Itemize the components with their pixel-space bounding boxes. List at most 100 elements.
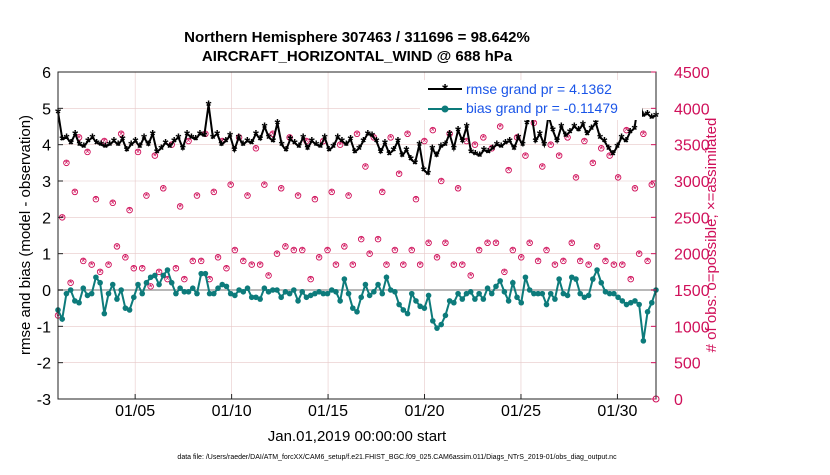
bias-point bbox=[379, 290, 386, 297]
rmse-point: * bbox=[365, 127, 371, 144]
bias-point bbox=[446, 298, 453, 304]
obs-assimilated-marker: * bbox=[140, 264, 145, 276]
bias-point bbox=[636, 301, 642, 308]
obs-assimilated-marker: * bbox=[309, 275, 314, 287]
legend-rmse-marker: * bbox=[442, 81, 448, 98]
bias-point bbox=[404, 310, 411, 317]
bias-point bbox=[118, 287, 124, 293]
bias-point bbox=[274, 287, 280, 293]
bias-point bbox=[564, 292, 571, 299]
obs-assimilated-marker: * bbox=[549, 140, 554, 152]
bias-point bbox=[160, 272, 167, 279]
obs-assimilated-marker: * bbox=[469, 271, 474, 283]
obs-possible-marker bbox=[151, 152, 159, 159]
obs-possible-marker bbox=[311, 195, 319, 203]
bias-point bbox=[131, 294, 137, 301]
y-right-tick-label: 1000 bbox=[674, 319, 710, 336]
rmse-point: * bbox=[472, 147, 478, 164]
obs-assimilated-marker: * bbox=[292, 246, 297, 258]
rmse-point: * bbox=[141, 130, 147, 147]
bias-point bbox=[611, 290, 617, 297]
rmse-point: * bbox=[193, 132, 199, 149]
rmse-point: * bbox=[219, 138, 225, 155]
rmse-point: * bbox=[322, 130, 328, 147]
obs-possible-marker bbox=[631, 185, 639, 192]
obs-possible-marker bbox=[425, 239, 432, 247]
obs-possible-marker bbox=[644, 257, 651, 265]
rmse-point: * bbox=[102, 139, 108, 156]
bias-point bbox=[594, 267, 600, 273]
rmse-point: * bbox=[623, 134, 629, 151]
bias-point bbox=[362, 281, 369, 288]
obs-possible-marker bbox=[450, 261, 458, 268]
obs-possible-marker bbox=[627, 275, 634, 283]
rmse-series: ****************************************… bbox=[55, 92, 659, 183]
obs-assimilated-marker: * bbox=[557, 151, 562, 163]
bias-point bbox=[535, 290, 541, 297]
bias-point bbox=[286, 290, 293, 297]
obs-possible-marker bbox=[459, 261, 466, 268]
obs-assimilated-marker: * bbox=[132, 264, 137, 276]
y-left-tick-label: 2 bbox=[42, 210, 51, 227]
obs-possible-marker bbox=[84, 148, 91, 156]
bias-point bbox=[80, 285, 87, 291]
bias-point bbox=[143, 279, 150, 286]
legend-bias-marker bbox=[441, 105, 449, 113]
obs-possible-marker bbox=[172, 264, 180, 272]
rmse-point: * bbox=[640, 109, 646, 126]
bias-point bbox=[261, 285, 268, 291]
obs-assimilated-marker: * bbox=[334, 260, 339, 272]
rmse-point: * bbox=[511, 141, 517, 158]
obs-assimilated-marker: * bbox=[127, 206, 132, 218]
y-left-tick-label: 0 bbox=[42, 283, 51, 300]
obs-possible-marker bbox=[235, 134, 243, 141]
bias-point bbox=[349, 305, 356, 311]
obs-assimilated-marker: * bbox=[481, 133, 486, 145]
obs-possible-marker bbox=[214, 254, 222, 261]
obs-possible-marker bbox=[433, 254, 441, 261]
rmse-point: * bbox=[163, 136, 169, 153]
obs-assimilated-marker: * bbox=[170, 140, 175, 152]
obs-possible-marker bbox=[454, 185, 462, 192]
obs-possible-marker bbox=[248, 261, 255, 268]
obs-assimilated-marker: * bbox=[603, 256, 608, 268]
obs-possible-marker bbox=[522, 152, 529, 159]
rmse-point: * bbox=[429, 141, 435, 158]
obs-assimilated-marker: * bbox=[431, 126, 436, 138]
obs-assimilated-marker: * bbox=[582, 137, 587, 149]
rmse-point: * bbox=[231, 143, 237, 160]
obs-possible-marker bbox=[80, 257, 87, 265]
rmse-point: * bbox=[537, 127, 543, 144]
obs-possible-marker bbox=[480, 134, 487, 141]
obs-possible-marker bbox=[576, 257, 584, 265]
obs-assimilated-marker: * bbox=[313, 195, 318, 207]
obs-assimilated-marker: * bbox=[317, 253, 322, 265]
bias-point bbox=[295, 298, 301, 304]
obs-possible-marker bbox=[496, 123, 504, 130]
obs-assimilated-marker: * bbox=[439, 177, 444, 189]
obs-possible-marker bbox=[505, 166, 512, 174]
bias-point bbox=[514, 294, 520, 301]
obs-assimilated-marker: * bbox=[578, 256, 583, 268]
obs-assimilated-marker: * bbox=[85, 147, 90, 159]
obs-possible-marker bbox=[610, 261, 618, 268]
bias-point bbox=[105, 290, 112, 297]
obs-assimilated-marker: * bbox=[161, 184, 166, 196]
rmse-point: * bbox=[649, 110, 655, 127]
bias-point bbox=[387, 287, 394, 293]
grid bbox=[58, 72, 656, 399]
y-left-tick-label: -1 bbox=[37, 319, 51, 336]
obs-assimilated-marker: * bbox=[342, 242, 347, 254]
obs-assimilated-marker: * bbox=[506, 166, 511, 178]
rmse-point: * bbox=[188, 130, 194, 147]
rmse-point: * bbox=[494, 138, 500, 155]
obs-assimilated-marker: * bbox=[144, 191, 149, 203]
obs-possible-marker bbox=[383, 261, 390, 268]
rmse-point: * bbox=[606, 141, 612, 158]
plot-area bbox=[58, 72, 656, 399]
bias-point bbox=[451, 299, 457, 306]
y-axis-left: -3 -2 -1 0 1 2 3 4 5 6 bbox=[37, 65, 63, 409]
rmse-point: * bbox=[541, 138, 547, 155]
obs-possible-marker bbox=[492, 239, 500, 247]
bias-point bbox=[467, 289, 474, 295]
